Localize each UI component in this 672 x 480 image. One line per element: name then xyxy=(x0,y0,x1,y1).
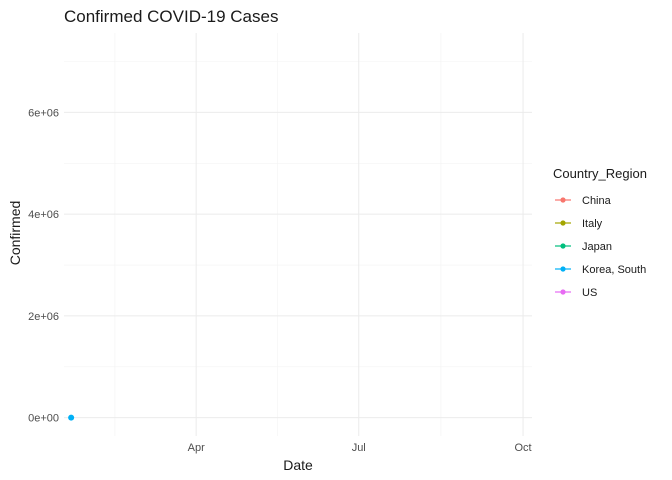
legend-key-point xyxy=(560,289,566,295)
legend-label: Korea, South xyxy=(582,264,646,276)
y-axis-title: Confirmed xyxy=(7,201,23,266)
legend: Country_Region China Italy Japan Korea, Sou… xyxy=(553,166,647,299)
legend-entry: Japan xyxy=(555,241,612,253)
x-tick-label: Jul xyxy=(352,442,366,454)
chart-title: Confirmed COVID-19 Cases xyxy=(64,7,278,26)
y-tick-label: 2e+06 xyxy=(28,311,59,323)
legend-entry: China xyxy=(555,195,612,207)
legend-key-point xyxy=(560,197,566,203)
x-axis-title: Date xyxy=(283,457,313,473)
grid-minor xyxy=(64,33,532,436)
plot-panel: 0e+00 2e+06 4e+06 6e+06 Apr Jul Oct xyxy=(28,33,532,454)
grid-major xyxy=(64,33,532,436)
y-tick-label: 6e+06 xyxy=(28,107,59,119)
legend-label: Italy xyxy=(582,218,603,230)
x-tick-labels: Apr Jul Oct xyxy=(188,442,532,454)
legend-entry: Italy xyxy=(555,218,603,230)
legend-label: China xyxy=(582,195,612,207)
legend-label: US xyxy=(582,287,597,299)
series-layer xyxy=(68,414,75,421)
legend-entries: China Italy Japan Korea, South US xyxy=(555,195,646,299)
legend-entry: Korea, South xyxy=(555,264,646,276)
x-tick-label: Apr xyxy=(188,442,205,454)
data-point xyxy=(68,414,75,421)
y-tick-label: 4e+06 xyxy=(28,209,59,221)
x-tick-label: Oct xyxy=(515,442,532,454)
legend-key-point xyxy=(560,243,566,249)
y-tick-label: 0e+00 xyxy=(28,413,59,425)
y-tick-labels: 0e+00 2e+06 4e+06 6e+06 xyxy=(28,107,59,424)
legend-key-point xyxy=(560,266,566,272)
legend-label: Japan xyxy=(582,241,612,253)
legend-key-point xyxy=(560,220,566,226)
legend-entry: US xyxy=(555,287,597,299)
legend-title: Country_Region xyxy=(553,166,647,181)
